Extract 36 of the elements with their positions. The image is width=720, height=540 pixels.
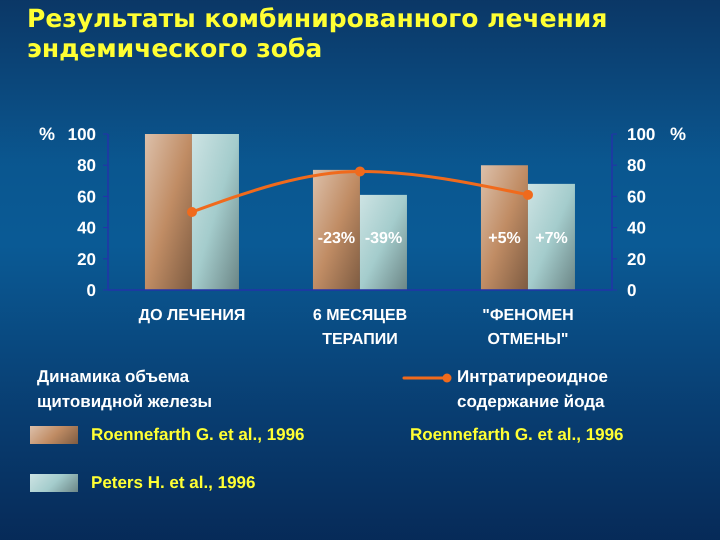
- legend-label: Интратиреоидное содержание йода: [457, 366, 609, 413]
- bar: [312, 170, 360, 290]
- annotation: +5%: [488, 230, 521, 248]
- bar: [528, 184, 575, 290]
- y-tick-label: 100: [68, 125, 96, 144]
- y2-tick-label: 80: [627, 156, 646, 176]
- y-axis-title: %: [38, 124, 56, 144]
- y-tick-label: 60: [77, 187, 96, 206]
- text: Roennefarth G. et al., 1996: [410, 424, 625, 446]
- x-tick-label: 6 МЕСЯЦЕВ ТЕРАПИИ: [312, 307, 408, 348]
- y2-tick-label: 40: [627, 218, 646, 238]
- point: [523, 190, 533, 200]
- legend-label: Roennefarth G. et al., 1996: [91, 424, 305, 446]
- bar: [192, 134, 239, 290]
- legend-title: Динамика объема щитовидной железы: [37, 366, 214, 413]
- bar: [360, 194, 407, 290]
- point: [187, 207, 197, 217]
- y2-tick-label: 20: [627, 250, 646, 269]
- legend-label: Peters H. et al., 1996: [91, 472, 256, 494]
- y-tick-label: 0: [86, 281, 96, 300]
- x-tick-label: ДО ЛЕЧЕНИЯ: [138, 307, 246, 324]
- bar: [480, 165, 528, 290]
- annotation: -39%: [364, 230, 402, 248]
- y-tick-label: 40: [77, 218, 96, 238]
- y-tick-label: 20: [77, 250, 96, 269]
- y2-tick-label: 100: [627, 125, 656, 144]
- annotation: +7%: [535, 230, 568, 248]
- chart-title: Результаты комбинированного лечения эндемического зоба: [27, 4, 608, 64]
- y2-tick-label: 60: [627, 187, 646, 206]
- y2-tick-label: 0: [627, 281, 636, 300]
- bar: [144, 134, 192, 290]
- annotation: -23%: [318, 230, 356, 248]
- x-tick-label: "ФЕНОМЕН ОТМЕНЫ": [482, 307, 574, 348]
- y2-axis-title: %: [670, 124, 686, 144]
- y-tick-label: 80: [77, 156, 96, 176]
- point: [355, 166, 365, 176]
